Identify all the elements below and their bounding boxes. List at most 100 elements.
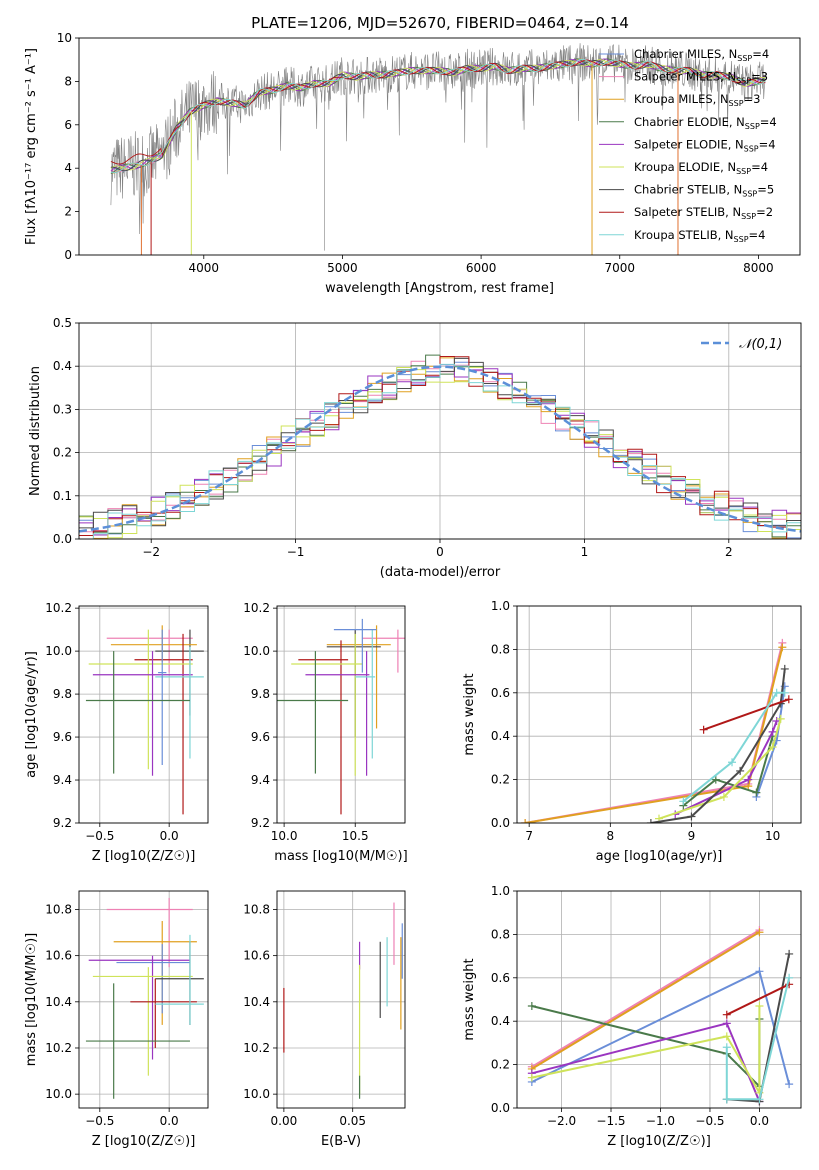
age_vs_Z-ylabel: age [log10(age/yr)]: [24, 651, 39, 778]
mass-weight-marker: [780, 664, 789, 673]
y-tick-label: 0.6: [491, 971, 510, 985]
mass-weight-marker: [778, 643, 787, 652]
y-tick-label: 9.2: [251, 816, 270, 830]
mass-weight-line: [524, 642, 784, 823]
legend-entry: Salpeter MILES, NSSP=3: [634, 70, 768, 86]
x-tick-label: −1.0: [646, 1114, 675, 1128]
mass-weight-marker: [646, 819, 655, 823]
spectrum-ylabel: Flux [fλ10⁻¹⁷ erg cm⁻² s⁻¹ A⁻¹]: [24, 48, 39, 245]
axes-frame: [276, 890, 406, 1109]
axes-frame: [516, 605, 802, 824]
mass-weight-marker: [785, 973, 794, 982]
residuals-plot-area: [79, 354, 801, 539]
legend-entry: Chabrier STELIB, NSSP=5: [634, 183, 774, 199]
massweight_vs_Z-plot-area: [527, 926, 794, 1106]
x-tick-label: 0.00: [271, 1114, 298, 1128]
mass-weight-marker: [784, 695, 793, 704]
model-fit-line: [110, 58, 766, 172]
mass_vs_Z-plot-area: [85, 897, 204, 1099]
y-tick-label: 0.8: [491, 642, 510, 656]
mass-weight-marker: [755, 1002, 764, 1011]
y-tick-label: 10.2: [243, 1041, 270, 1055]
y-tick-label: 9.4: [53, 773, 72, 787]
mass-weight-marker: [755, 967, 764, 976]
x-tick-label: −2: [142, 545, 160, 559]
y-tick-label: 9.6: [251, 730, 270, 744]
x-tick-label: 10: [765, 829, 780, 843]
x-tick-label: −1: [287, 545, 305, 559]
mass_vs_ebv-plot-area: [283, 902, 403, 1099]
mass-weight-marker: [755, 928, 764, 937]
y-tick-label: 0.4: [53, 359, 72, 373]
x-tick-label: 6000: [466, 261, 497, 275]
axes-frame: [78, 890, 209, 1109]
y-tick-label: 1.0: [491, 599, 510, 613]
legend-entry: Kroupa MILES, NSSP=3: [634, 92, 760, 108]
mass-weight-line: [531, 931, 760, 1070]
mass-weight-line: [726, 953, 791, 1103]
y-tick-label: 0.4: [491, 729, 510, 743]
mass-weight-marker: [772, 688, 781, 697]
age_vs_Z-xlabel: Z [log10(Z/Z☉)]: [92, 849, 196, 864]
spectrum-xlabel: wavelength [Angstrom, rest frame]: [325, 281, 554, 296]
figure-title: PLATE=1206, MJD=52670, FIBERID=0464, z=0…: [251, 14, 629, 32]
massweight_vs_age-plot-area: [521, 638, 793, 823]
y-tick-label: 10.6: [243, 949, 270, 963]
mass-weight-line: [682, 735, 774, 807]
axes-frame: [516, 890, 802, 1109]
x-tick-label: 9: [688, 829, 696, 843]
y-tick-label: 0.5: [53, 316, 72, 330]
y-tick-label: 2: [64, 205, 72, 219]
y-tick-label: 0.8: [491, 927, 510, 941]
mass-weight-marker: [699, 725, 708, 734]
x-tick-label: 7: [525, 829, 533, 843]
mass_vs_Z-xlabel: Z [log10(Z/Z☉)]: [92, 1134, 196, 1149]
legend-entry: Kroupa STELIB, NSSP=4: [634, 228, 765, 244]
legend-entry: 𝒩(0,1): [739, 337, 782, 352]
y-tick-label: 10.0: [45, 644, 72, 658]
mass-weight-marker: [736, 766, 745, 775]
y-tick-label: 9.4: [251, 773, 270, 787]
mass-weight-marker: [722, 1019, 731, 1028]
y-tick-label: 0.2: [53, 446, 72, 460]
y-tick-label: 10.0: [243, 644, 270, 658]
axes-frame: [78, 322, 802, 540]
model-fit-line: [110, 58, 766, 174]
model-fit-line: [110, 59, 766, 165]
y-tick-label: 0.6: [491, 686, 510, 700]
age_vs_mass-panel: 10.0 10.5 9.2 9.4 9.6 9.8 10.0 10.2 mass [log10(…: [243, 601, 407, 864]
mass-weight-marker: [527, 1002, 536, 1011]
y-tick-label: 10.0: [45, 1087, 72, 1101]
y-tick-label: 9.8: [251, 687, 270, 701]
mass-weight-line: [682, 691, 785, 803]
gaussian-curve: [79, 365, 801, 533]
massweight_vs_Z-ylabel: mass weight: [462, 958, 477, 1040]
y-tick-label: 10.4: [243, 995, 270, 1009]
y-tick-label: 10.8: [45, 902, 72, 916]
mass-weight-marker: [722, 1010, 731, 1019]
mass-weight-marker: [780, 688, 789, 697]
massweight_vs_Z-xlabel: Z [log10(Z/Z☉)]: [607, 1134, 711, 1149]
y-tick-label: 0: [64, 248, 72, 262]
y-tick-label: 10.2: [45, 1041, 72, 1055]
y-tick-label: 0.4: [491, 1014, 510, 1028]
x-tick-label: −0.5: [695, 1114, 724, 1128]
residuals-ylabel: Normed distribution: [28, 366, 43, 496]
y-tick-label: 1.0: [491, 884, 510, 898]
y-tick-label: 10.2: [45, 601, 72, 615]
mass-weight-marker: [768, 743, 777, 752]
y-tick-label: 0.2: [491, 1058, 510, 1072]
mass-weight-line: [531, 1006, 761, 1097]
x-tick-label: 8000: [743, 261, 774, 275]
legend-entry: Salpeter ELODIE, NSSP=4: [634, 137, 776, 153]
legend-entry: Kroupa ELODIE, NSSP=4: [634, 160, 768, 176]
axes-frame: [78, 605, 209, 824]
y-tick-label: 4: [64, 161, 72, 175]
x-tick-label: 5000: [327, 261, 358, 275]
mass-weight-line: [524, 646, 784, 823]
x-tick-label: 2: [725, 545, 733, 559]
mass-weight-marker: [744, 775, 753, 784]
age_vs_Z-panel: −0.5 0.0 9.2 9.4 9.6 9.8 10.0 10.2 Z [log10(Z/Z☉…: [24, 601, 209, 864]
mass-weight-line: [703, 698, 790, 731]
x-tick-label: 0.0: [160, 829, 179, 843]
